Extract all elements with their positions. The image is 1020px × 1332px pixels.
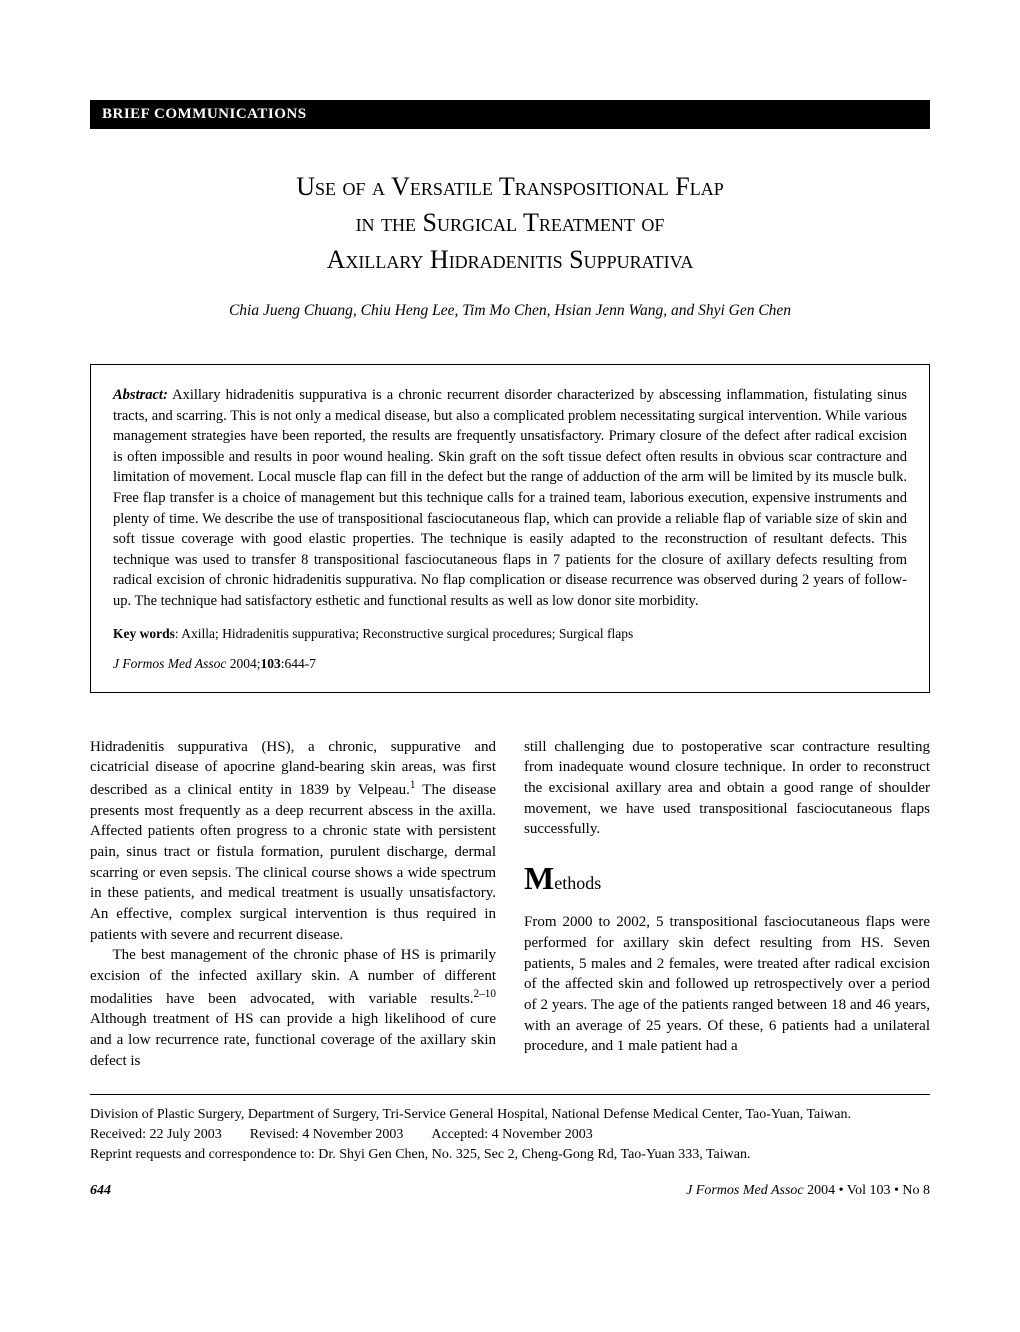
citation-year: 2004; — [230, 656, 261, 671]
keywords-body: : Axilla; Hidradenitis suppurativa; Reco… — [175, 626, 633, 641]
citation: J Formos Med Assoc 2004;103:644-7 — [113, 656, 907, 672]
page-number: 644 — [90, 1183, 111, 1199]
page-footer: 644 J Formos Med Assoc 2004 • Vol 103 • … — [90, 1183, 930, 1199]
abstract-box: Abstract: Axillary hidradenitis suppurat… — [90, 364, 930, 692]
title-line-1: Use of a Versatile Transpositional Flap — [296, 172, 723, 201]
keywords: Key words: Axilla; Hidradenitis suppurat… — [113, 626, 907, 642]
heading-dropcap: M — [524, 860, 554, 896]
footer-rule — [90, 1094, 930, 1095]
paragraph: The best management of the chronic phase… — [90, 945, 496, 1071]
paragraph: From 2000 to 2002, 5 transpositional fas… — [524, 912, 930, 1057]
section-header: BRIEF COMMUNICATIONS — [90, 100, 930, 129]
journal-issue: 2004 • Vol 103 • No 8 — [807, 1183, 930, 1198]
citation-pages: :644-7 — [281, 656, 316, 671]
manuscript-dates: Received: 22 July 2003 Revised: 4 Novemb… — [90, 1125, 930, 1145]
footer-block: Division of Plastic Surgery, Department … — [90, 1105, 930, 1166]
paragraph: still challenging due to postoperative s… — [524, 737, 930, 840]
abstract-label: Abstract: — [113, 387, 168, 403]
title-line-3: Axillary Hidradenitis Suppurativa — [327, 245, 694, 274]
right-column: still challenging due to postoperative s… — [524, 737, 930, 1072]
abstract-text: Abstract: Axillary hidradenitis suppurat… — [113, 385, 907, 611]
left-column: Hidradenitis suppurativa (HS), a chronic… — [90, 737, 496, 1072]
reprint-info: Reprint requests and correspondence to: … — [90, 1145, 930, 1165]
title-line-2: in the Surgical Treatment of — [356, 208, 665, 237]
authors: Chia Jueng Chuang, Chiu Heng Lee, Tim Mo… — [90, 302, 930, 320]
keywords-label: Key words — [113, 626, 175, 641]
citation-journal: J Formos Med Assoc — [113, 656, 230, 671]
citation-volume: 103 — [261, 656, 281, 671]
affiliation: Division of Plastic Surgery, Department … — [90, 1105, 930, 1125]
body-columns: Hidradenitis suppurativa (HS), a chronic… — [90, 737, 930, 1072]
abstract-body: Axillary hidradenitis suppurativa is a c… — [113, 387, 907, 609]
reference-superscript: 2–10 — [474, 988, 497, 1000]
journal-footer: J Formos Med Assoc 2004 • Vol 103 • No 8 — [686, 1183, 930, 1199]
article-title: Use of a Versatile Transpositional Flap … — [90, 169, 930, 278]
journal-name: J Formos Med Assoc — [686, 1183, 807, 1198]
paragraph: Hidradenitis suppurativa (HS), a chronic… — [90, 737, 496, 946]
body-text: The disease presents most frequently as … — [90, 782, 496, 943]
body-text: Although treatment of HS can provide a h… — [90, 1011, 496, 1068]
body-text: The best management of the chronic phase… — [90, 947, 496, 1006]
methods-heading: Methods — [524, 856, 930, 900]
heading-rest: ethods — [554, 873, 601, 893]
